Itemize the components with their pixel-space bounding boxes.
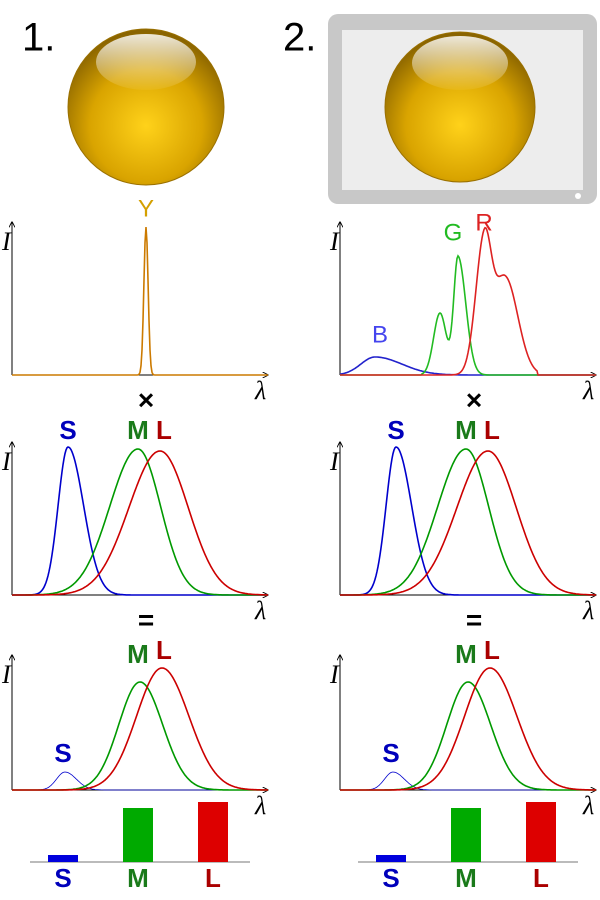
spectrum-line <box>339 356 596 376</box>
response-bar <box>48 855 78 862</box>
response-label: L <box>205 863 221 893</box>
equals-sign: = <box>466 604 482 635</box>
product-curve <box>340 667 596 791</box>
spectrum-line <box>340 226 596 376</box>
spectrum-label: Y <box>138 195 154 222</box>
cone-curve <box>12 446 268 596</box>
response-bar <box>376 855 406 862</box>
wavelength-label: λ <box>254 376 266 405</box>
wavelength-label: λ <box>254 791 266 820</box>
spectrum-line <box>12 226 268 376</box>
panel-number: 1. <box>22 16 55 60</box>
sphere-shine <box>412 36 508 90</box>
product-label: L <box>156 635 172 665</box>
response-bar <box>198 802 228 862</box>
wavelength-label: λ <box>582 791 594 820</box>
wavelength-label: λ <box>582 376 594 405</box>
product-curve <box>12 667 268 791</box>
cone-curve <box>340 450 596 596</box>
panel-number: 2. <box>283 16 316 60</box>
intensity-label: I <box>1 660 12 689</box>
cone-curve <box>340 446 596 596</box>
product-curve <box>340 771 596 791</box>
intensity-label: I <box>329 660 340 689</box>
multiply-sign: × <box>138 384 154 415</box>
product-label: M <box>455 639 477 669</box>
cone-label: M <box>127 415 149 445</box>
product-label: L <box>484 635 500 665</box>
multiply-sign: × <box>466 384 482 415</box>
cone-curve <box>12 450 268 596</box>
spectrum-label: B <box>372 321 388 348</box>
equals-sign: = <box>138 604 154 635</box>
intensity-label: I <box>1 447 12 476</box>
product-label: S <box>382 738 399 768</box>
spectrum-label: R <box>475 209 492 236</box>
response-bar <box>123 808 153 862</box>
product-curve <box>12 681 268 791</box>
intensity-label: I <box>329 447 340 476</box>
response-label: L <box>533 863 549 893</box>
cone-label: S <box>387 415 404 445</box>
response-label: M <box>455 863 477 893</box>
product-label: S <box>54 738 71 768</box>
product-curve <box>12 771 268 791</box>
cone-label: L <box>156 415 172 445</box>
cone-label: L <box>484 415 500 445</box>
product-curve <box>340 681 596 791</box>
cone-curve <box>340 448 596 596</box>
product-label: M <box>127 639 149 669</box>
response-bar <box>451 808 481 862</box>
wavelength-label: λ <box>254 596 266 625</box>
cone-label: M <box>455 415 477 445</box>
intensity-label: I <box>329 227 340 256</box>
intensity-label: I <box>1 227 12 256</box>
response-label: S <box>382 863 399 893</box>
sphere-shine <box>96 34 196 90</box>
cone-curve <box>12 448 268 596</box>
monitor-led <box>575 193 581 199</box>
response-bar <box>526 802 556 862</box>
cone-label: S <box>59 415 76 445</box>
response-label: M <box>127 863 149 893</box>
spectrum-label: G <box>444 219 463 246</box>
wavelength-label: λ <box>582 596 594 625</box>
response-label: S <box>54 863 71 893</box>
